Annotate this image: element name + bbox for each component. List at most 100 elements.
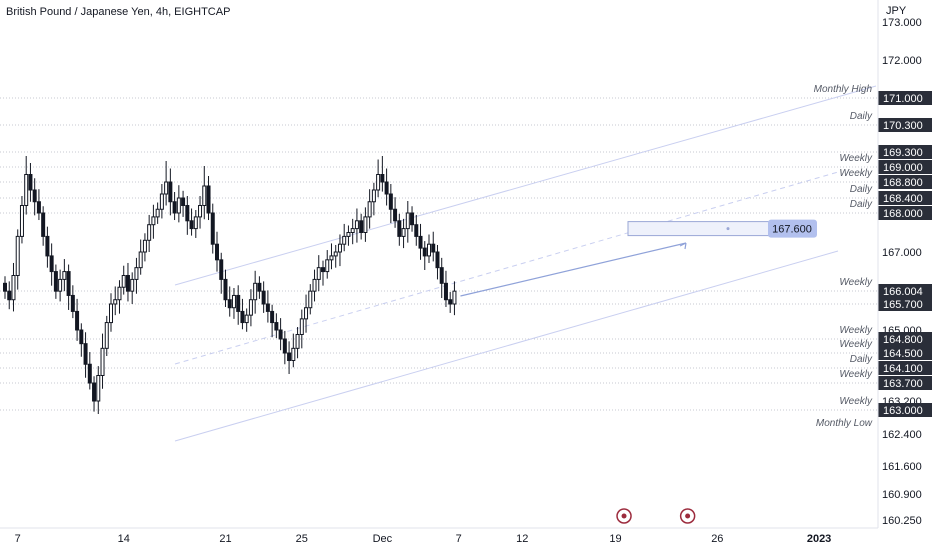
candle-body-62	[265, 303, 270, 312]
candle-body-94	[401, 228, 406, 237]
candle-body-99	[422, 247, 427, 257]
level-note-1: Daily	[850, 111, 873, 122]
candle-body-93	[397, 220, 402, 237]
currency-label: JPY	[886, 5, 907, 17]
event-marker-dot-0	[621, 513, 627, 519]
candle-body-92	[393, 208, 398, 222]
level-note-11: Daily	[850, 354, 873, 365]
candle-body-54	[231, 294, 236, 309]
level-label-12: 163.700	[883, 378, 923, 390]
level-label-bg-7	[878, 284, 932, 298]
candle-body-72	[308, 290, 313, 309]
candle-body-68	[291, 347, 296, 362]
candle-body-83	[354, 220, 359, 230]
candle-body-57	[244, 314, 249, 324]
target-label: 167.600	[772, 224, 812, 236]
candle-body-81	[346, 232, 351, 237]
candle-body-46	[198, 205, 203, 218]
level-label-10: 164.500	[883, 348, 923, 360]
level-label-9: 164.800	[883, 334, 923, 346]
candle-body-89	[380, 174, 385, 183]
candle-body-105	[448, 299, 453, 305]
channel-lower-line	[174, 250, 839, 442]
x-tick-label-0: 7	[15, 533, 21, 545]
candle-body-1	[7, 290, 12, 301]
x-tick-label-6: 12	[516, 533, 528, 545]
projection-arrow-line	[460, 242, 687, 297]
y-tick-label-5: 162.400	[882, 429, 922, 441]
candle-body-58	[248, 299, 253, 316]
level-label-bg-0	[878, 91, 932, 105]
candle-body-47	[202, 185, 207, 206]
candle-body-82	[350, 228, 355, 234]
y-tick-label-8: 160.250	[882, 515, 922, 527]
chart-title: British Pound / Japanese Yen, 4h, EIGHTC…	[6, 6, 231, 18]
candle-body-18	[79, 329, 84, 345]
candle-body-34	[147, 224, 152, 241]
candle-body-75	[321, 267, 325, 273]
candle-body-86	[367, 201, 372, 218]
candle-body-20	[87, 363, 92, 384]
candle-body-43	[185, 205, 190, 222]
candle-body-12	[53, 271, 58, 292]
candle-body-37	[159, 193, 164, 210]
candle-body-64	[274, 322, 279, 331]
level-note-13: Weekly	[839, 396, 873, 407]
candle-body-11	[49, 255, 54, 273]
candle-body-10	[45, 235, 50, 257]
level-note-0: Monthly High	[814, 84, 873, 95]
level-label-bg-1	[878, 118, 932, 132]
level-label-bg-3	[878, 160, 932, 174]
candle-body-35	[151, 216, 156, 226]
level-label-bg-4	[878, 175, 932, 189]
candle-body-44	[189, 220, 194, 230]
candle-body-39	[168, 181, 173, 203]
x-tick-label-2: 21	[219, 533, 231, 545]
event-marker-dot-1	[685, 513, 691, 519]
candle-body-49	[210, 212, 215, 245]
candle-body-15	[66, 271, 71, 296]
level-label-2: 169.300	[883, 147, 923, 159]
candle-body-97	[414, 224, 419, 237]
candle-body-26	[113, 299, 118, 305]
x-tick-label-3: 25	[296, 533, 308, 545]
candle-body-63	[270, 310, 275, 324]
candle-body-13	[58, 278, 63, 292]
level-note-12: Weekly	[839, 369, 873, 380]
candle-body-50	[215, 243, 219, 261]
candle-body-91	[388, 193, 393, 210]
candle-body-61	[261, 290, 266, 305]
level-note-4: Weekly	[839, 168, 873, 179]
candle-body-73	[312, 278, 317, 292]
level-label-bg-13	[878, 403, 932, 417]
candle-body-87	[371, 189, 376, 203]
candle-body-48	[206, 185, 211, 214]
candle-body-80	[342, 235, 347, 245]
level-label-bg-9	[878, 332, 932, 346]
candle-body-17	[75, 310, 80, 331]
candle-body-45	[193, 216, 198, 230]
candle-body-9	[41, 212, 46, 237]
candle-body-95	[405, 212, 410, 230]
candle-body-59	[253, 282, 258, 301]
candle-body-23	[100, 347, 105, 377]
candle-body-2	[11, 274, 16, 301]
y-tick-label-0: 173.000	[882, 17, 922, 29]
target-box-dot	[726, 227, 730, 231]
candle-body-60	[257, 282, 262, 292]
candle-body-25	[109, 303, 113, 324]
candle-body-69	[295, 334, 300, 349]
x-tick-label-1: 14	[118, 533, 130, 545]
level-note-5: Daily	[850, 184, 873, 195]
candle-body-14	[62, 271, 67, 280]
x-tick-label-5: 7	[456, 533, 462, 545]
candle-body-31	[134, 267, 139, 280]
candle-body-78	[333, 251, 338, 257]
candle-body-33	[142, 239, 147, 253]
candle-body-40	[172, 201, 177, 214]
candle-body-7	[32, 189, 37, 203]
level-label-bg-8	[878, 297, 932, 311]
level-label-bg-6	[878, 206, 932, 220]
candle-body-98	[418, 235, 423, 249]
